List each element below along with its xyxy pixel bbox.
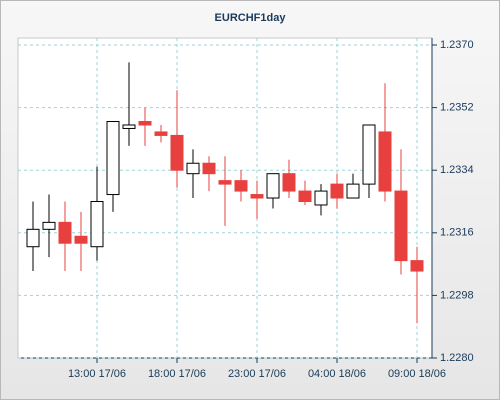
candle-body xyxy=(154,131,168,136)
candle-body xyxy=(346,183,360,199)
candle-body xyxy=(218,180,232,185)
candle-body xyxy=(378,131,392,192)
candle-body xyxy=(330,183,344,199)
y-tick-label: 1.2298 xyxy=(440,289,474,301)
candle-body xyxy=(170,134,184,171)
candle-body xyxy=(42,221,56,230)
candle-body xyxy=(186,162,200,175)
candle-body xyxy=(26,228,40,248)
candle-body xyxy=(394,190,408,262)
x-tick-label: 04:00 18/06 xyxy=(308,368,366,380)
y-tick-label: 1.2352 xyxy=(440,102,474,114)
y-tick-label: 1.2316 xyxy=(440,227,474,239)
candle-body xyxy=(74,235,88,244)
candle-body xyxy=(202,162,216,175)
candle-body xyxy=(122,124,136,129)
candle-body xyxy=(410,260,424,272)
x-tick-label: 13:00 17/06 xyxy=(68,368,126,380)
candle-body xyxy=(282,173,296,192)
candle-body xyxy=(58,221,72,244)
candle-body xyxy=(106,121,120,196)
candle-body xyxy=(90,201,104,248)
candle-body xyxy=(266,173,280,199)
x-tick-label: 23:00 17/06 xyxy=(228,368,286,380)
candle-body xyxy=(298,190,312,202)
candle-body xyxy=(234,180,248,192)
y-tick-label: 1.2280 xyxy=(440,352,474,364)
candle-body xyxy=(362,124,376,185)
candle-body xyxy=(138,121,152,126)
chart-title: EURCHF1day xyxy=(215,12,287,24)
y-tick-label: 1.2334 xyxy=(440,164,474,176)
candle-body xyxy=(314,190,328,206)
x-tick-label: 18:00 17/06 xyxy=(148,368,206,380)
candle-body xyxy=(250,194,264,199)
x-tick-label: 09:00 18/06 xyxy=(388,368,446,380)
y-tick-label: 1.2370 xyxy=(440,39,474,51)
